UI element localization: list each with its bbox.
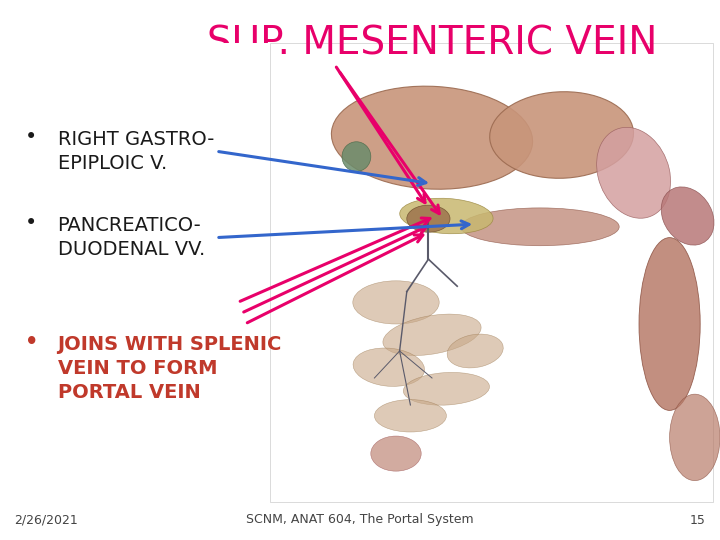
Text: •: • bbox=[25, 213, 37, 233]
Text: RIGHT GASTRO-
EPIPLOIC V.: RIGHT GASTRO- EPIPLOIC V. bbox=[58, 130, 214, 173]
Ellipse shape bbox=[353, 281, 439, 324]
Ellipse shape bbox=[461, 208, 619, 246]
Ellipse shape bbox=[383, 314, 481, 355]
Ellipse shape bbox=[331, 86, 533, 189]
Text: JOINS WITH SPLENIC
VEIN TO FORM
PORTAL VEIN: JOINS WITH SPLENIC VEIN TO FORM PORTAL V… bbox=[58, 335, 282, 402]
Ellipse shape bbox=[447, 334, 503, 368]
Text: 15: 15 bbox=[690, 514, 706, 526]
Ellipse shape bbox=[661, 187, 714, 245]
Ellipse shape bbox=[490, 92, 634, 178]
Ellipse shape bbox=[371, 436, 421, 471]
Ellipse shape bbox=[403, 373, 490, 405]
FancyBboxPatch shape bbox=[270, 43, 713, 502]
Ellipse shape bbox=[670, 394, 720, 481]
Text: SCNM, ANAT 604, The Portal System: SCNM, ANAT 604, The Portal System bbox=[246, 514, 474, 526]
Ellipse shape bbox=[374, 400, 446, 432]
Text: •: • bbox=[25, 127, 37, 147]
Text: •: • bbox=[25, 332, 39, 352]
Ellipse shape bbox=[597, 127, 670, 218]
Text: 2/26/2021: 2/26/2021 bbox=[14, 514, 78, 526]
Ellipse shape bbox=[400, 198, 493, 234]
Text: PANCREATICO-
DUODENAL VV.: PANCREATICO- DUODENAL VV. bbox=[58, 216, 205, 259]
FancyBboxPatch shape bbox=[0, 43, 270, 502]
Ellipse shape bbox=[407, 205, 450, 232]
Text: SUP. MESENTERIC VEIN: SUP. MESENTERIC VEIN bbox=[207, 24, 657, 62]
Ellipse shape bbox=[342, 141, 371, 172]
Ellipse shape bbox=[639, 238, 701, 410]
Ellipse shape bbox=[353, 348, 425, 387]
